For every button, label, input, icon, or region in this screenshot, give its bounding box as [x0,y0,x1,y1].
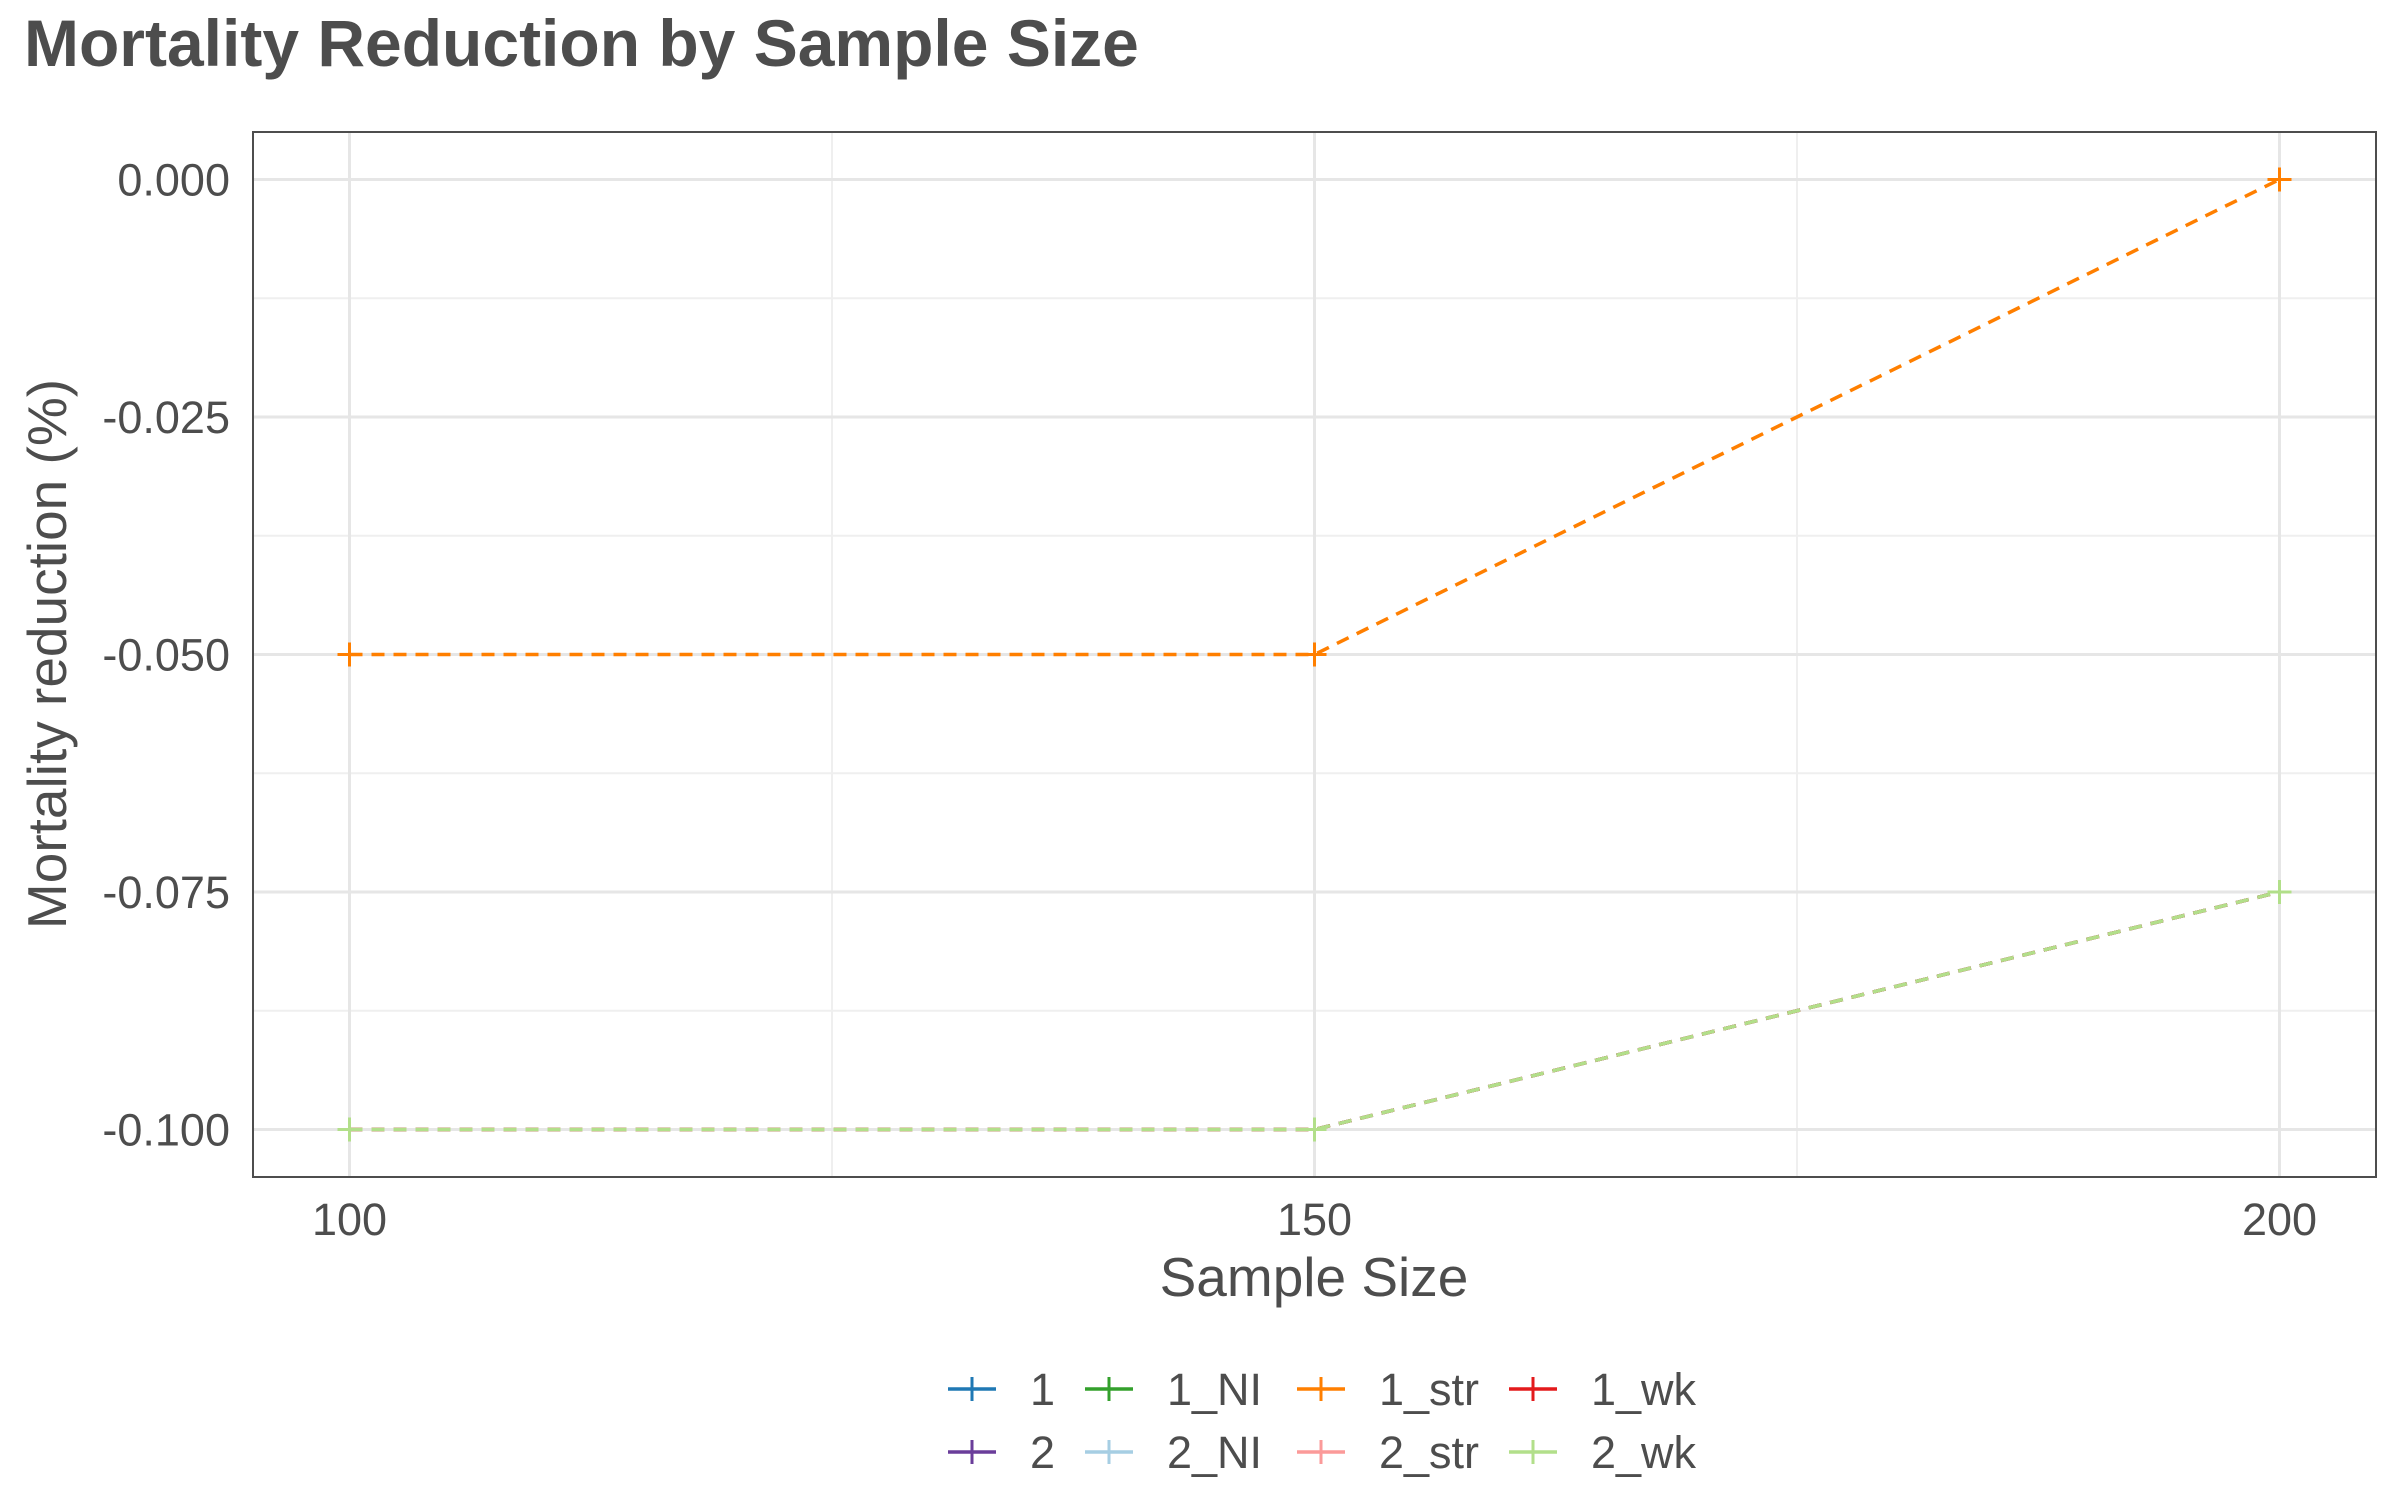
data-point-2_wk [2267,880,2292,904]
legend-item-1_wk: 1_wk [1509,1364,1697,1415]
legend-item-2_str: 2_str [1297,1427,1479,1478]
plot-panel-border [252,131,2377,1178]
series-markers [337,167,2292,1142]
data-point-2_wk [337,1117,362,1142]
legend-item-2: 2 [948,1427,1055,1478]
legend-label: 1_NI [1167,1364,1262,1415]
legend-item-2_wk: 2_wk [1509,1427,1697,1478]
legend-item-2_NI: 2_NI [1085,1427,1262,1478]
chart-title: Mortality Reduction by Sample Size [24,6,1139,80]
legend-label: 1_wk [1591,1364,1697,1415]
data-point-1_str [1302,642,1327,667]
x-tick-label: 100 [312,1194,387,1245]
y-tick-label: -0.075 [102,867,230,918]
legend-item-1_str: 1_str [1297,1364,1479,1415]
legend: 1 2 1_NI 2_NI 1_str 2_str 1_wk 2_wk [948,1364,1697,1478]
y-tick-label: -0.100 [102,1105,230,1156]
legend-label: 2 [1030,1427,1055,1478]
x-axis-title: Sample Size [1160,1246,1469,1308]
y-axis-ticks: 0.000 -0.025 -0.050 -0.075 -0.100 [102,155,230,1156]
data-point-1_str [337,642,362,667]
y-tick-label: -0.050 [102,630,230,681]
legend-label: 2_str [1379,1427,1479,1478]
y-axis-title: Mortality reduction (%) [16,379,78,929]
legend-label: 1 [1030,1364,1055,1415]
x-tick-label: 200 [2242,1194,2317,1245]
legend-label: 1_str [1379,1364,1479,1415]
legend-item-1: 1 [948,1364,1055,1415]
legend-label: 2_NI [1167,1427,1262,1478]
x-axis-ticks: 100 150 200 [312,1194,2317,1245]
y-tick-label: 0.000 [117,155,230,206]
x-tick-label: 150 [1277,1194,1352,1245]
legend-label: 2_wk [1591,1427,1697,1478]
data-point-1_str [2267,167,2292,192]
legend-item-1_NI: 1_NI [1085,1364,1262,1415]
series-line-1_str [349,177,2281,657]
y-tick-label: -0.025 [102,392,230,443]
data-point-2_wk [1302,1117,1327,1142]
series-lines [349,177,2281,1132]
